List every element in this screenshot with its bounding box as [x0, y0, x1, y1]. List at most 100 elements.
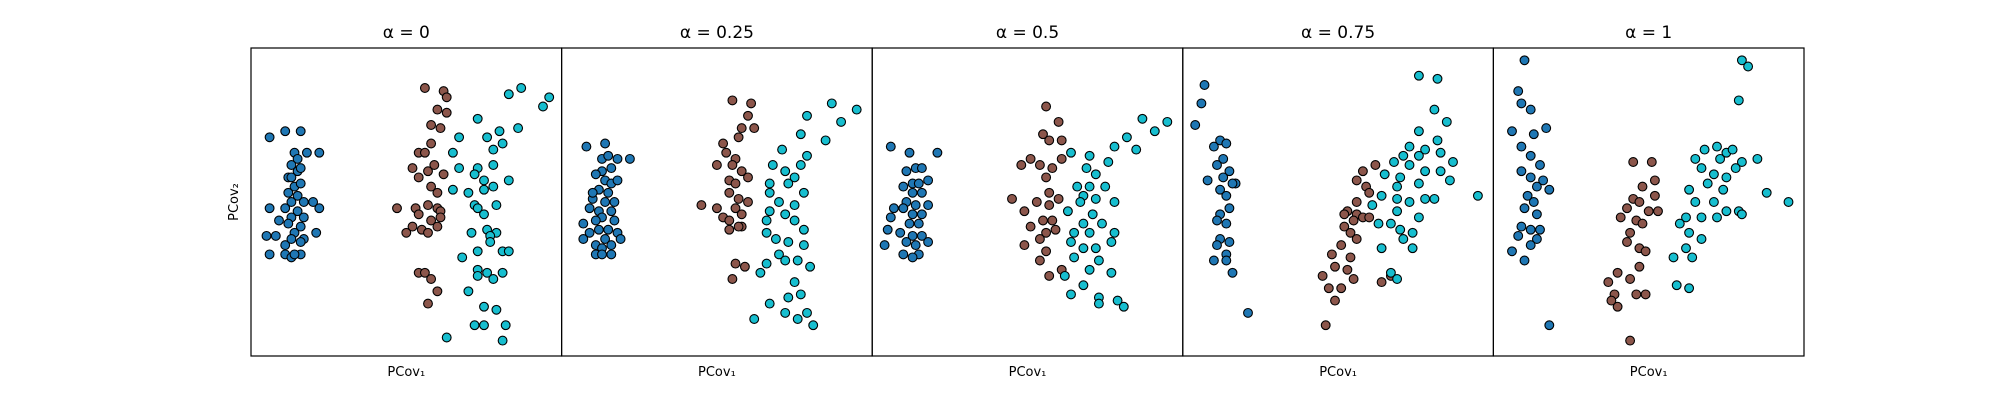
data-point: [494, 126, 505, 137]
data-point: [1084, 264, 1095, 275]
data-point: [1044, 135, 1055, 146]
plot-frame: [250, 47, 563, 357]
data-point: [1690, 197, 1701, 207]
data-point: [1385, 218, 1396, 229]
data-point: [1078, 243, 1089, 254]
data-point: [1044, 270, 1055, 281]
data-point: [1535, 224, 1545, 235]
data-point: [264, 203, 275, 214]
series-1: [696, 95, 760, 284]
data-point: [802, 110, 812, 121]
data-point: [1034, 234, 1045, 244]
data-point: [1016, 160, 1027, 170]
data-point: [743, 197, 753, 207]
x-axis-label: PCov₁: [387, 365, 425, 380]
data-point: [711, 203, 722, 214]
data-point: [1696, 234, 1707, 244]
data-point: [746, 98, 757, 109]
data-point: [1715, 153, 1726, 164]
data-point: [1218, 172, 1229, 183]
data-point: [538, 101, 548, 112]
series-2: [1367, 70, 1483, 284]
data-point: [447, 147, 458, 158]
data-point: [407, 221, 418, 232]
data-point: [600, 197, 611, 207]
data-point: [1649, 175, 1660, 186]
data-point: [606, 163, 617, 174]
data-point: [1112, 295, 1123, 306]
data-point: [1420, 144, 1431, 155]
data-point: [1519, 203, 1530, 214]
data-point: [298, 212, 309, 223]
data-point: [295, 237, 306, 247]
data-point: [606, 206, 617, 217]
data-point: [423, 166, 433, 177]
data-point: [292, 153, 303, 164]
data-point: [624, 153, 635, 164]
data-point: [1730, 163, 1741, 174]
data-point: [1398, 150, 1409, 161]
panel-3: α = 0.75 PCov₁: [1182, 23, 1495, 380]
data-point: [472, 246, 483, 257]
data-point: [1736, 209, 1747, 220]
series-1: [1317, 160, 1396, 331]
data-point: [429, 160, 440, 170]
data-point: [1330, 261, 1340, 272]
x-axis-label: PCov₁: [698, 365, 736, 380]
data-point: [1056, 153, 1067, 164]
data-point: [584, 227, 595, 238]
data-point: [1429, 104, 1440, 115]
data-point: [1674, 218, 1685, 229]
panel-title: α = 0.5: [996, 23, 1059, 43]
data-point: [761, 227, 772, 238]
data-point: [1413, 212, 1424, 223]
data-point: [1721, 206, 1732, 217]
data-point: [916, 209, 927, 220]
data-point: [578, 218, 589, 229]
data-point: [308, 197, 319, 207]
data-point: [1681, 243, 1691, 254]
data-point: [1218, 153, 1229, 164]
data-point: [1351, 234, 1362, 244]
series-1: [1603, 157, 1663, 346]
data-point: [767, 160, 778, 170]
series-1: [392, 83, 452, 309]
data-point: [603, 150, 614, 161]
data-point: [805, 261, 816, 272]
data-point: [1100, 181, 1111, 192]
data-point: [295, 221, 306, 232]
data-point: [764, 206, 775, 217]
data-point: [1090, 193, 1101, 204]
data-point: [457, 252, 468, 263]
data-point: [1392, 193, 1403, 204]
data-point: [755, 267, 766, 278]
plot-frame: [1492, 47, 1805, 357]
data-point: [1162, 116, 1173, 127]
data-point: [283, 187, 294, 198]
data-point: [286, 160, 297, 170]
data-point: [1041, 101, 1052, 112]
data-point: [795, 160, 806, 170]
data-point: [1093, 255, 1104, 266]
data-point: [435, 123, 446, 134]
data-point: [1398, 234, 1409, 244]
data-point: [1525, 240, 1536, 251]
data-point: [1047, 215, 1058, 226]
data-point: [1392, 274, 1403, 284]
data-point: [901, 237, 912, 247]
data-point: [1215, 184, 1226, 195]
data-point: [916, 187, 927, 198]
data-point: [1413, 126, 1424, 137]
data-point: [1212, 215, 1222, 226]
data-point: [1007, 193, 1017, 204]
data-point: [1317, 270, 1328, 281]
data-point: [1404, 141, 1415, 152]
data-point: [497, 138, 508, 149]
data-point: [1031, 197, 1042, 207]
data-point: [401, 227, 412, 238]
data-point: [736, 123, 747, 134]
data-point: [469, 320, 480, 331]
data-point: [1525, 172, 1536, 183]
data-point: [1097, 218, 1107, 229]
data-point: [479, 301, 489, 312]
